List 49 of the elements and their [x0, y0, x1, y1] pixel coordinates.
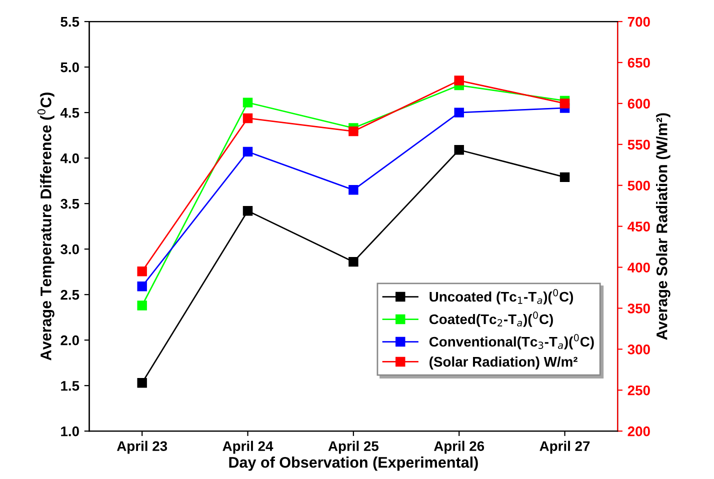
legend-label: (Solar Radiation) W/m² — [430, 356, 578, 370]
x-tick-label: April 26 — [434, 440, 484, 454]
y2-tick-label: 350 — [628, 304, 650, 314]
point — [454, 108, 464, 118]
x-tick-label: April 27 — [540, 440, 590, 454]
point — [560, 172, 570, 182]
y-tick-label: 5.5 — [60, 17, 80, 27]
point — [242, 98, 253, 108]
y-tick-label: 3.5 — [60, 198, 80, 209]
y2-axis-title: Average Solar Radiation (W/m²) — [656, 113, 670, 340]
y-tick-label: 2.0 — [60, 335, 79, 346]
point — [560, 98, 570, 108]
y-tick-label: 1.0 — [61, 426, 79, 436]
point — [137, 300, 147, 310]
y2-tick-label: 650 — [628, 58, 650, 68]
y-axis-title: Average Temperature Difference ($^{0}$C) — [37, 92, 54, 360]
y-tick-label: 4.5 — [60, 108, 80, 118]
y2-tick-label: 700 — [628, 16, 650, 27]
x-tick-label: April 23 — [116, 440, 168, 454]
y-tick-label: 5.0 — [60, 62, 79, 72]
point — [137, 282, 147, 292]
x-axis-title: Day of Observation (Experimental) — [229, 456, 478, 471]
y2-tick-label: 550 — [628, 140, 650, 150]
y2-tick-label: 250 — [628, 385, 650, 396]
point — [454, 76, 464, 86]
point — [348, 185, 358, 195]
x-tick-label: April 24 — [222, 440, 274, 454]
point — [137, 266, 147, 276]
x-tick-label: April 25 — [328, 440, 379, 454]
legend-label: Conventional(Tc$_{3}$-T$_{a}$)($^{0}$C) — [429, 334, 594, 350]
point — [454, 145, 464, 155]
y2-tick-label: 500 — [628, 180, 650, 191]
legend-label: Coated(Tc$_{2}$-T$_{a}$)($^{0}$C) — [429, 312, 553, 327]
y-tick-label: 4.0 — [60, 153, 79, 164]
point — [348, 256, 358, 267]
y2-tick-label: 450 — [628, 222, 650, 232]
point — [242, 206, 253, 216]
point — [242, 113, 253, 124]
y-tick-label: 3.0 — [60, 244, 79, 254]
y-tick-label: 1.5 — [61, 381, 80, 391]
point — [242, 146, 253, 157]
y2-tick-label: 600 — [628, 98, 650, 109]
legend-label: Uncoated (Tc$_{1}$-T$_{a}$)($^{0}$C) — [430, 289, 574, 304]
point — [137, 378, 147, 388]
point — [348, 126, 358, 136]
y2-tick-label: 200 — [628, 426, 650, 436]
y-tick-label: 2.5 — [60, 290, 80, 300]
y2-tick-label: 300 — [628, 344, 650, 354]
y2-tick-label: 400 — [628, 262, 650, 272]
